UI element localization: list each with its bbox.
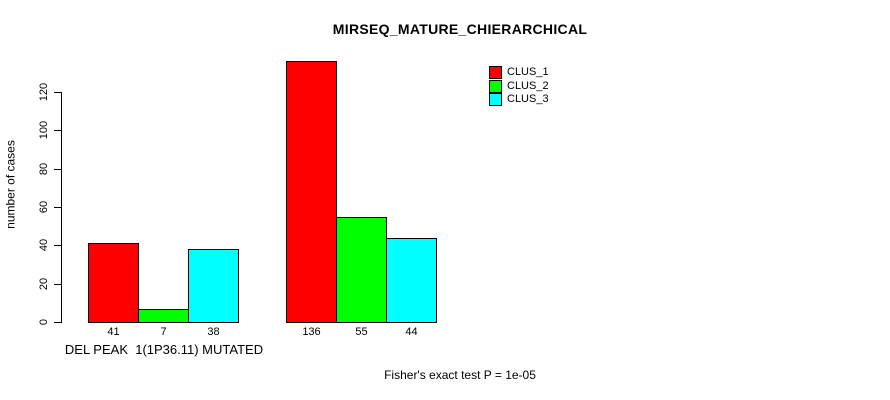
bar-clus_1-group1 [88,243,139,323]
bar-clus_2-group2 [336,217,387,323]
bar-clus_1-group2 [286,61,337,323]
bar-value-label: 7 [160,326,167,338]
legend-swatch-clus_3 [489,93,502,106]
y-axis-tick [54,322,61,323]
legend-label: CLUS_2 [507,80,549,92]
bar-clus_3-group2 [386,238,437,323]
legend-label: CLUS_1 [507,66,549,78]
y-axis-tick [54,130,61,131]
y-axis-tick-label: 40 [38,238,50,252]
bar-value-label: 44 [405,326,418,338]
legend-swatch-clus_1 [489,66,502,79]
y-axis-tick-label: 100 [38,120,50,140]
bar-clus_2-group1 [138,309,189,323]
y-axis-tick-label: 60 [38,200,50,214]
bar-value-label: 55 [355,326,368,338]
y-axis-line [61,92,62,323]
bar-clus_3-group1 [188,249,239,323]
legend-swatch-clus_2 [489,80,502,93]
y-axis-tick [54,169,61,170]
legend-label: CLUS_3 [507,93,549,105]
y-axis-tick-label: 120 [38,82,50,102]
chart-title: MIRSEQ_MATURE_CHIERARCHICAL [332,21,588,37]
y-axis-tick [54,245,61,246]
bar-value-label: 136 [302,326,321,338]
legend-item-clus_2: CLUS_2 [489,80,549,93]
y-axis-tick [54,207,61,208]
legend-item-clus_3: CLUS_3 [489,93,549,106]
y-axis-tick [54,284,61,285]
x-category-label: DEL PEAK 1(1P36.11) MUTATED [64,342,264,357]
y-axis-tick-label: 0 [38,318,50,326]
bar-value-label: 41 [107,326,120,338]
y-axis-label: number of cases [3,140,18,229]
y-axis-tick-label: 80 [38,162,50,176]
bar-value-label: 38 [207,326,220,338]
y-axis-tick [54,92,61,93]
legend-item-clus_1: CLUS_1 [489,66,549,79]
annotation-text: Fisher's exact test P = 1e-05 [384,368,536,382]
y-axis-tick-label: 20 [38,277,50,291]
